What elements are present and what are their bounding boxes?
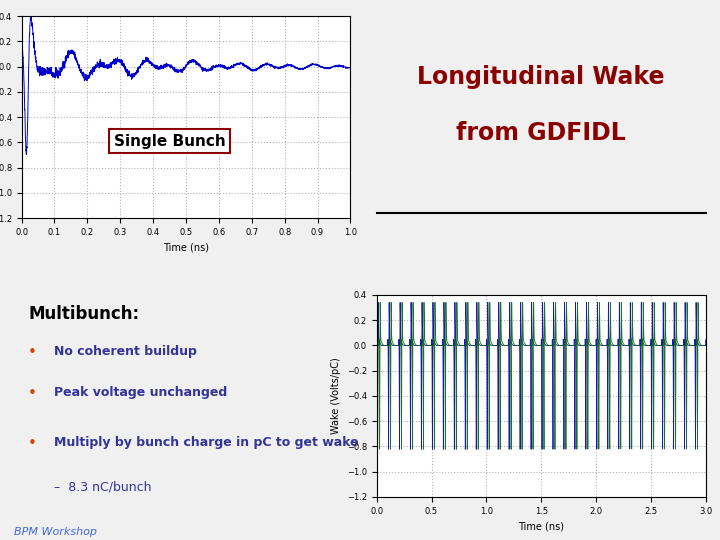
Y-axis label: Wake (Volts/pC): Wake (Volts/pC) bbox=[331, 357, 341, 434]
Text: from GDFIDL: from GDFIDL bbox=[456, 122, 626, 145]
Text: Peak voltage unchanged: Peak voltage unchanged bbox=[55, 386, 228, 399]
X-axis label: Time (ns): Time (ns) bbox=[518, 521, 564, 531]
Text: BPM Workshop: BPM Workshop bbox=[14, 526, 97, 537]
X-axis label: Time (ns): Time (ns) bbox=[163, 242, 209, 252]
Text: No coherent buildup: No coherent buildup bbox=[55, 346, 197, 359]
Text: –  8.3 nC/bunch: – 8.3 nC/bunch bbox=[55, 481, 152, 494]
Text: •: • bbox=[28, 386, 37, 401]
Text: Multiply by bunch charge in pC to get wake: Multiply by bunch charge in pC to get wa… bbox=[55, 436, 359, 449]
Text: Single Bunch: Single Bunch bbox=[114, 134, 225, 149]
Text: •: • bbox=[28, 436, 37, 451]
Text: •: • bbox=[28, 346, 37, 360]
Text: Multibunch:: Multibunch: bbox=[28, 305, 139, 323]
Text: Longitudinal Wake: Longitudinal Wake bbox=[418, 65, 665, 89]
